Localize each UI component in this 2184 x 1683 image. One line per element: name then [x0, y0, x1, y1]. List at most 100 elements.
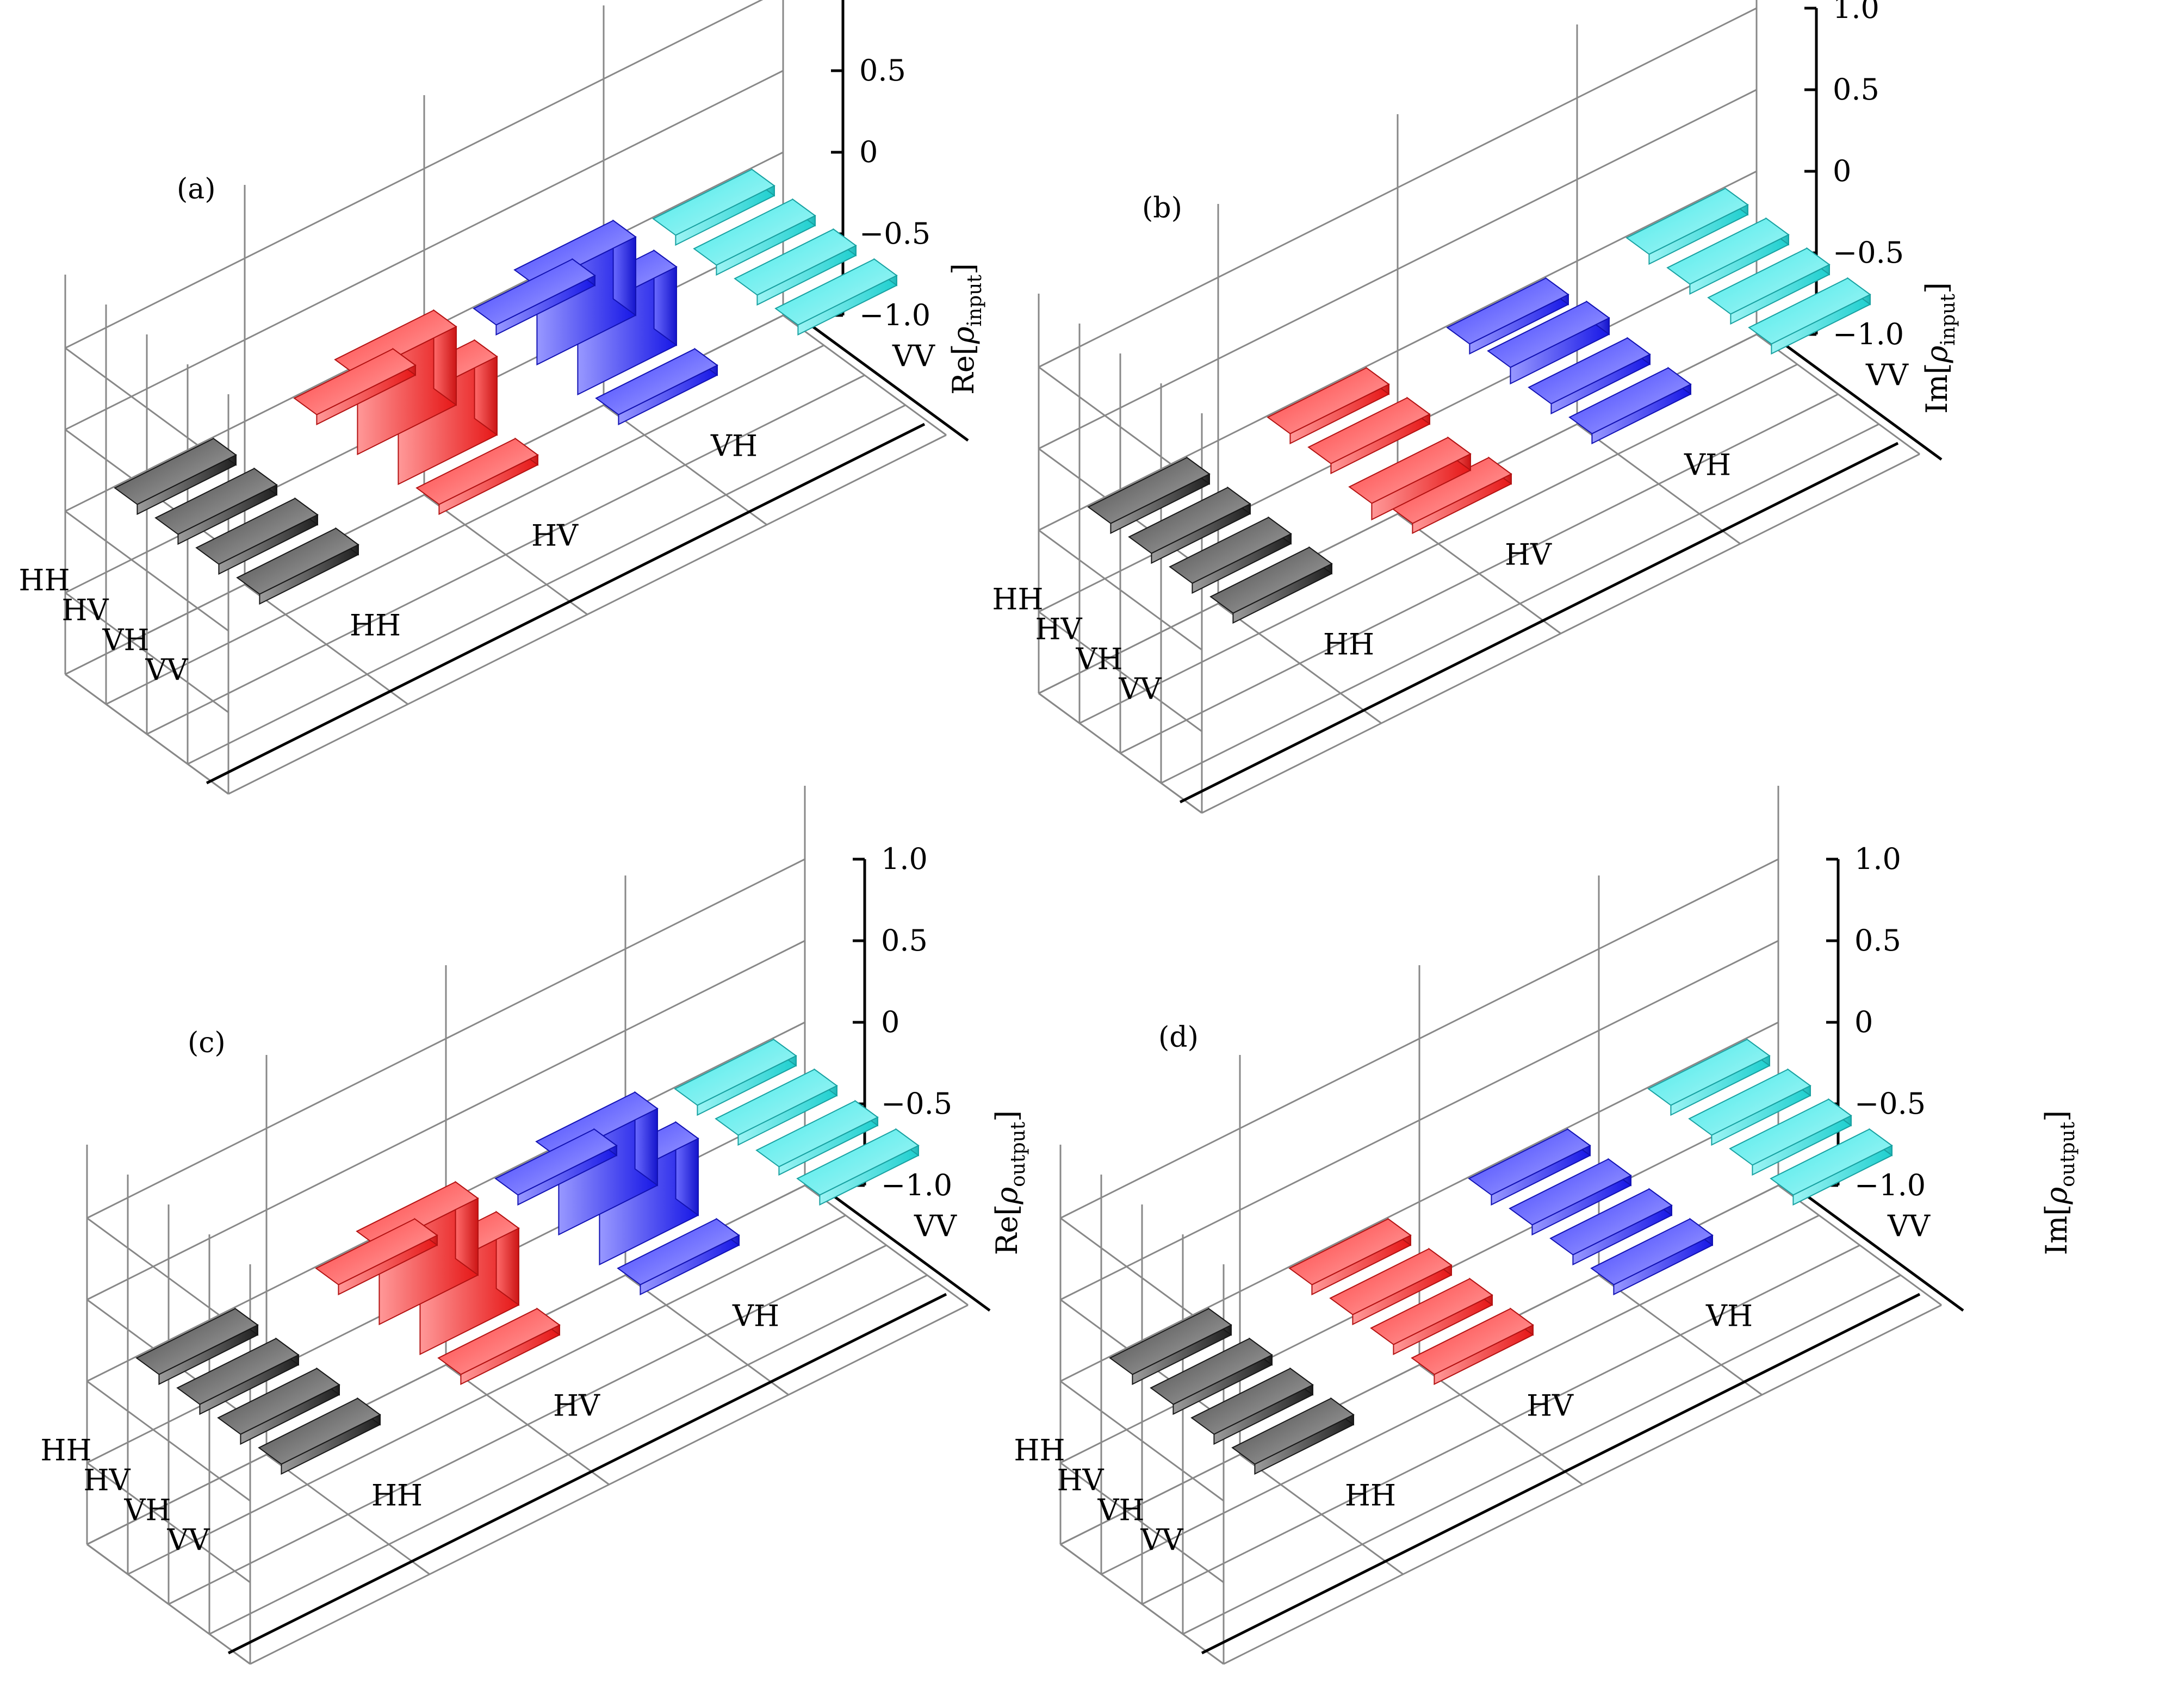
z-axis-label: Re[ρoutput] [990, 1110, 1029, 1256]
y-axis-line [1777, 338, 1943, 461]
bar-VH-VH [1528, 337, 1651, 415]
bar-top-face [1329, 1248, 1453, 1315]
grid-line [1598, 1274, 1763, 1396]
bar-top-face [1446, 277, 1569, 345]
bar-top-face [1267, 367, 1390, 434]
bar-HH-HH [1087, 456, 1211, 535]
grid-line [1060, 1021, 1779, 1382]
bars [1109, 1038, 1893, 1475]
col-tick-label: VH [1684, 448, 1731, 482]
bar-VV-HV [415, 437, 539, 516]
row-tick-label: HH [40, 1433, 91, 1468]
bar-HH-VV [1625, 187, 1749, 265]
bar-top-face [1748, 277, 1871, 345]
bar-top-face [114, 438, 237, 505]
z-tick-label: 0 [1833, 154, 1851, 188]
z-tick-label: 0 [1854, 1005, 1873, 1039]
col-tick-label: HV [553, 1389, 600, 1423]
row-tick-label: HV [1057, 1463, 1104, 1498]
bar-HV-HV [334, 309, 457, 456]
bar-top-face [1307, 397, 1431, 464]
bar-top-face [1707, 247, 1831, 315]
bar-VV-VH [1568, 367, 1692, 445]
bar-HV-VH [513, 219, 637, 366]
row-tick-label: HV [61, 593, 109, 628]
bar-top-face [617, 1218, 740, 1285]
bar-HH-VH [1468, 1128, 1591, 1206]
col-tick-label: VV [1865, 358, 1909, 393]
bar-HH-HH [114, 437, 237, 516]
bar-VV-HV [437, 1307, 561, 1386]
bar-top-face [513, 220, 637, 287]
z-tick-label: 0.5 [881, 923, 928, 958]
col-tick-label: HH [371, 1479, 423, 1513]
bar-top-face [1087, 457, 1211, 524]
bar-VH-HH [195, 497, 319, 575]
row-tick-label: VH [123, 1493, 171, 1527]
z-label-suffix: ] [946, 263, 981, 275]
bar-HH-VH [1446, 277, 1569, 355]
x-axis-line [1179, 442, 1899, 804]
z-tick-label: 1.0 [1833, 0, 1879, 25]
bar-VV-HH [1209, 546, 1333, 624]
row-tick-label: HV [83, 1463, 131, 1498]
bar-VV-VV [1770, 1128, 1893, 1206]
z-tick-label: 1.0 [1854, 842, 1901, 876]
grid-line [65, 0, 764, 349]
bar-HV-HH [176, 1337, 300, 1415]
z-label-sub: input [1937, 294, 1959, 346]
col-tick-label: VH [732, 1299, 779, 1333]
bar-top-face [236, 527, 359, 595]
grid-line [1756, 333, 1920, 455]
bar-top-face [1411, 1308, 1534, 1375]
grid-line [127, 1214, 846, 1575]
bar-VH-VH [1549, 1188, 1673, 1266]
bar-top-face [334, 309, 457, 377]
panel-label: (d) [1158, 1021, 1199, 1054]
y-axis-line [804, 319, 969, 442]
bar-VV-VV [1748, 277, 1871, 355]
bar-VH-VV [1729, 1098, 1852, 1176]
z-tick-label: −1.0 [881, 1168, 952, 1202]
grid-line [146, 374, 865, 735]
bar-top-face [473, 258, 596, 326]
bar-top-face [1647, 1039, 1771, 1106]
z-axis-label: Im[ρoutput] [2039, 1110, 2079, 1255]
bar-top-face [1389, 457, 1512, 524]
bar-VH-HH [217, 1367, 340, 1445]
bar-top-face [1625, 188, 1749, 255]
grid-line [86, 1380, 251, 1502]
z-tick-label: 1.0 [859, 0, 906, 6]
panel-label: (b) [1142, 192, 1182, 225]
z-tick-label: 0.5 [1833, 72, 1879, 107]
row-tick-label: HH [992, 582, 1043, 617]
grid-line [1060, 1462, 1224, 1583]
z-label-prefix: Re[ [990, 1204, 1024, 1256]
z-tick-label: −1.0 [1833, 317, 1904, 351]
bar-VV-VV [774, 258, 898, 336]
bar-top-face [1209, 546, 1333, 614]
z-tick-label: 0 [859, 135, 878, 169]
z-tick-label: −0.5 [1854, 1086, 1926, 1121]
row-tick-label: HH [18, 563, 70, 598]
bar-top-face [1109, 1308, 1232, 1375]
bar-HV-HH [1128, 486, 1251, 564]
bar-top-face [1568, 367, 1692, 434]
col-tick-label: HH [1345, 1479, 1396, 1513]
grid-line [65, 70, 784, 431]
bar-VH-HH [1169, 516, 1292, 594]
bar-top-face [1128, 487, 1251, 554]
grid-walls [1059, 786, 1942, 1665]
bar-HV-HH [1150, 1337, 1273, 1415]
bar-top-face [1288, 1218, 1412, 1285]
grid-line [783, 314, 947, 436]
z-label-suffix: ] [1920, 282, 1954, 294]
grid-line [1101, 1214, 1820, 1575]
bars [114, 168, 898, 605]
bar-top-face [1190, 1368, 1314, 1435]
